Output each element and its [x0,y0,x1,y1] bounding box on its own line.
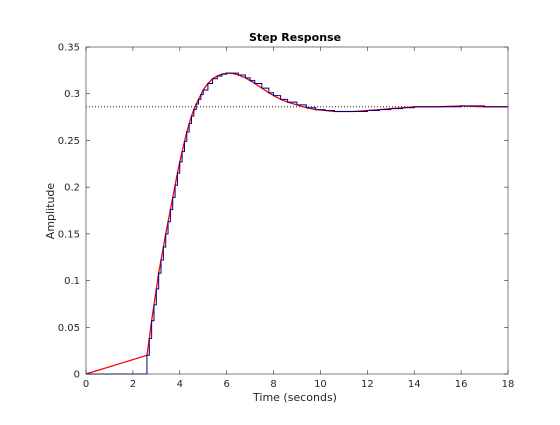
x-tick-label: 4 [177,379,183,390]
y-tick-label: 0.05 [58,323,80,334]
x-tick-label: 18 [502,379,515,390]
x-tick-label: 0 [83,379,89,390]
y-tick-label: 0.15 [58,229,80,240]
x-tick-label: 2 [130,379,136,390]
plot-frame [85,46,509,375]
chart-title: Step Response [249,31,341,44]
y-tick-label: 0.25 [58,136,80,147]
ticks-layer: 0 2 4 6 8 10 12 14 16 18 0 0.05 0.1 0.15 0.2 0.25 0.3 0.3… [58,43,515,391]
y-tick-label: 0.1 [64,276,80,287]
plot-area [86,47,508,374]
series-layer [85,72,508,375]
discrete-response-line [86,72,508,375]
y-axis-title: Amplitude [44,183,57,240]
y-tick-label: 0 [74,370,80,381]
x-tick-label: 12 [361,379,374,390]
x-tick-label: 6 [223,379,229,390]
x-tick-label: 10 [314,379,327,390]
x-tick-label: 14 [408,379,421,390]
y-tick-label: 0.2 [64,183,80,194]
y-tick-label: 0.35 [58,43,80,54]
x-axis-title: Time (seconds) [252,391,337,404]
x-tick-label: 16 [455,379,468,390]
y-tick-label: 0.3 [64,89,80,100]
x-tick-label: 8 [270,379,276,390]
